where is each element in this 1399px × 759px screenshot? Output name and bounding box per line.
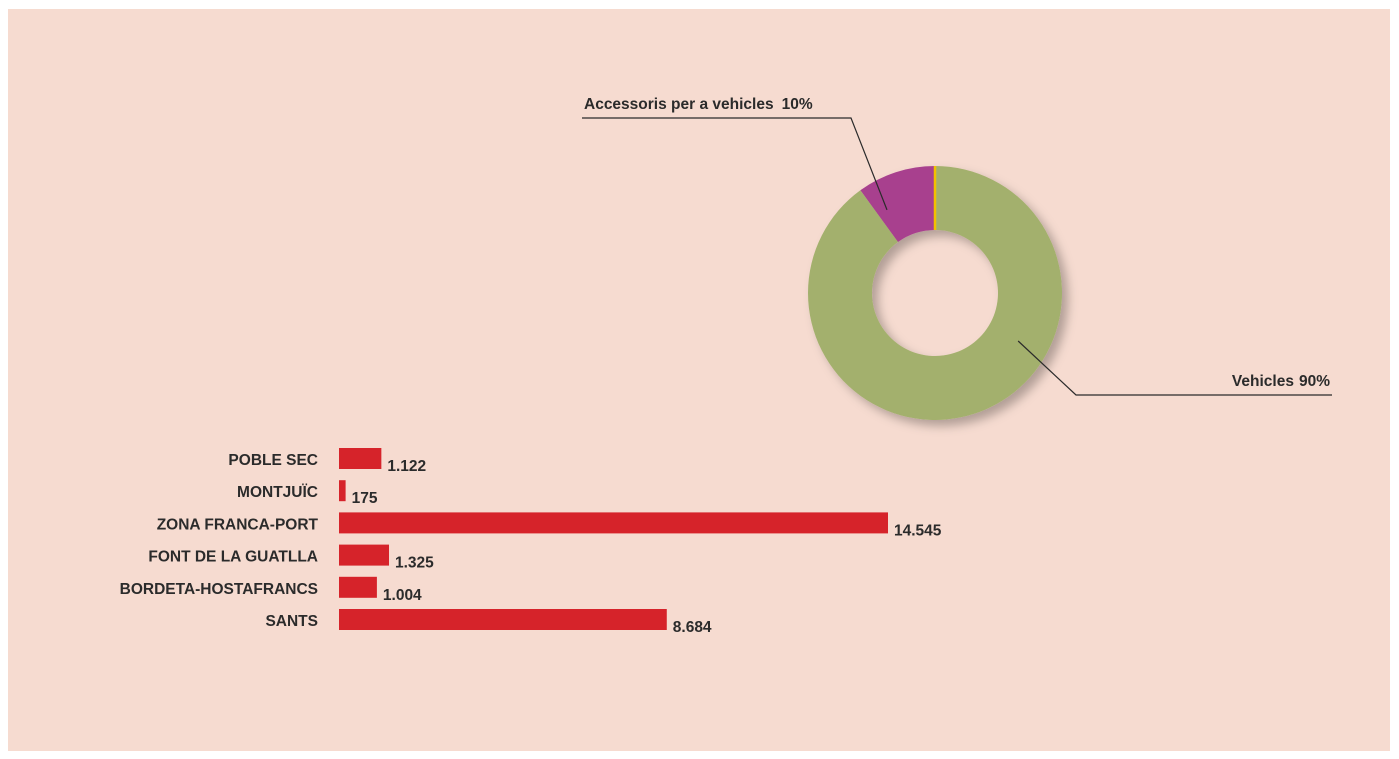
slice-label-percent: 90% xyxy=(1299,373,1330,390)
value-label-zona-franca-port: 14.545 xyxy=(894,522,942,539)
slice-label-name: Vehicles xyxy=(1232,373,1294,390)
bar-chart: POBLE SEC 1.122 MONTJUÏC 175 ZONA FRANCA-POR… xyxy=(120,448,942,636)
bar-bordeta-hostafrancs xyxy=(339,577,377,598)
value-label-sants: 8.684 xyxy=(673,619,712,636)
slice-label-name: Accessoris per a vehicles xyxy=(584,96,774,113)
chart-panel: Accessoris per a vehicles 10% Vehicles 90% … xyxy=(8,9,1390,751)
chart-canvas: Accessoris per a vehicles 10%Vehicles 90% … xyxy=(8,9,1390,751)
bar-zona-franca-port xyxy=(339,512,888,533)
category-label-bordeta-hostafrancs: BORDETA-HOSTAFRANCS xyxy=(120,581,318,598)
slice-label-percent: 10% xyxy=(782,96,813,113)
category-label-poble-sec: POBLE SEC xyxy=(228,452,318,469)
bar-poble-sec xyxy=(339,448,381,469)
slice-label-vehicles: Vehicles 90% xyxy=(1232,373,1330,390)
donut-labels: Accessoris per a vehicles 10% Vehicles 90% xyxy=(582,96,1332,395)
value-label-montjuic: 175 xyxy=(352,490,378,507)
value-label-font-de-la-guatlla: 1.325 xyxy=(395,555,434,572)
value-label-bordeta-hostafrancs: 1.004 xyxy=(383,587,422,604)
slice-label-accessoris-per-a-vehicles: Accessoris per a vehicles 10% xyxy=(584,96,813,113)
bar-montjuic xyxy=(339,480,346,501)
leader-line-accessoris-per-a-vehicles xyxy=(582,118,887,210)
bar-font-de-la-guatlla xyxy=(339,545,389,566)
value-label-poble-sec: 1.122 xyxy=(387,458,426,475)
category-label-font-de-la-guatlla: FONT DE LA GUATLLA xyxy=(148,549,318,566)
category-label-sants: SANTS xyxy=(265,613,318,630)
category-label-montjuic: MONTJUÏC xyxy=(237,484,318,501)
category-label-zona-franca-port: ZONA FRANCA-PORT xyxy=(157,516,319,533)
bar-sants xyxy=(339,609,667,630)
